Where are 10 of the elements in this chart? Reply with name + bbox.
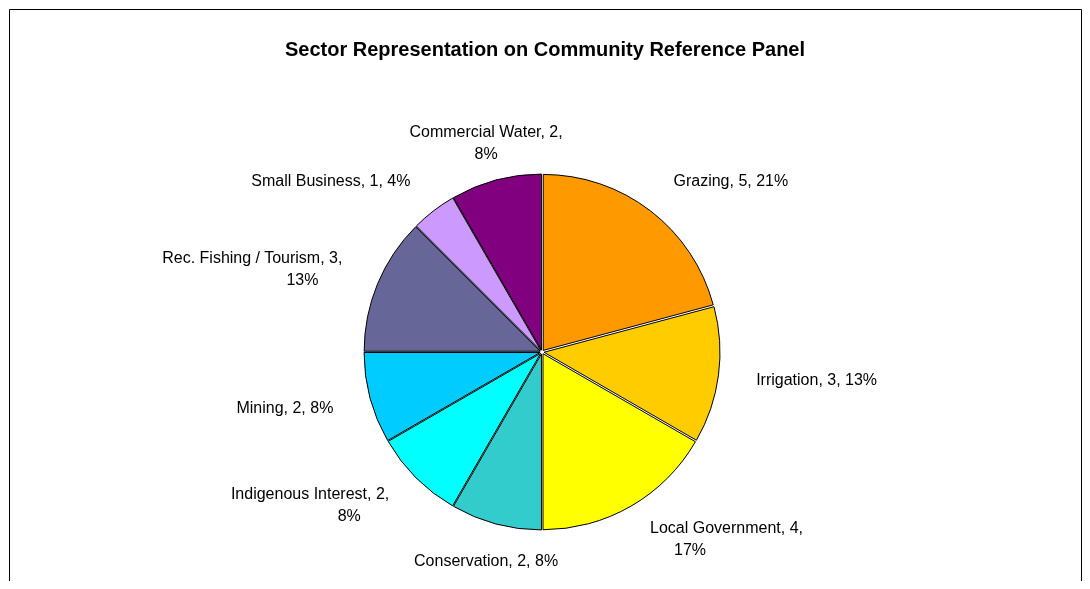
slice-label: Indigenous Interest, 2, 8%: [230, 484, 390, 524]
slice-label: Local Government, 4, 17%: [650, 519, 803, 559]
slice-label: Irrigation, 3, 13%: [756, 371, 878, 389]
slice-label: Grazing, 5, 21%: [673, 171, 789, 189]
slice-label: Commercial Water, 2, 8%: [409, 123, 563, 163]
slice-label: Conservation, 2, 8%: [414, 551, 559, 569]
chart-title: Sector Representation on Community Reference Panel: [284, 38, 806, 60]
slice-label: Small Business, 1, 4%: [251, 171, 411, 189]
slice-label: Mining, 2, 8%: [236, 398, 334, 416]
slice-label: Rec. Fishing / Tourism, 3, 13%: [162, 249, 343, 289]
